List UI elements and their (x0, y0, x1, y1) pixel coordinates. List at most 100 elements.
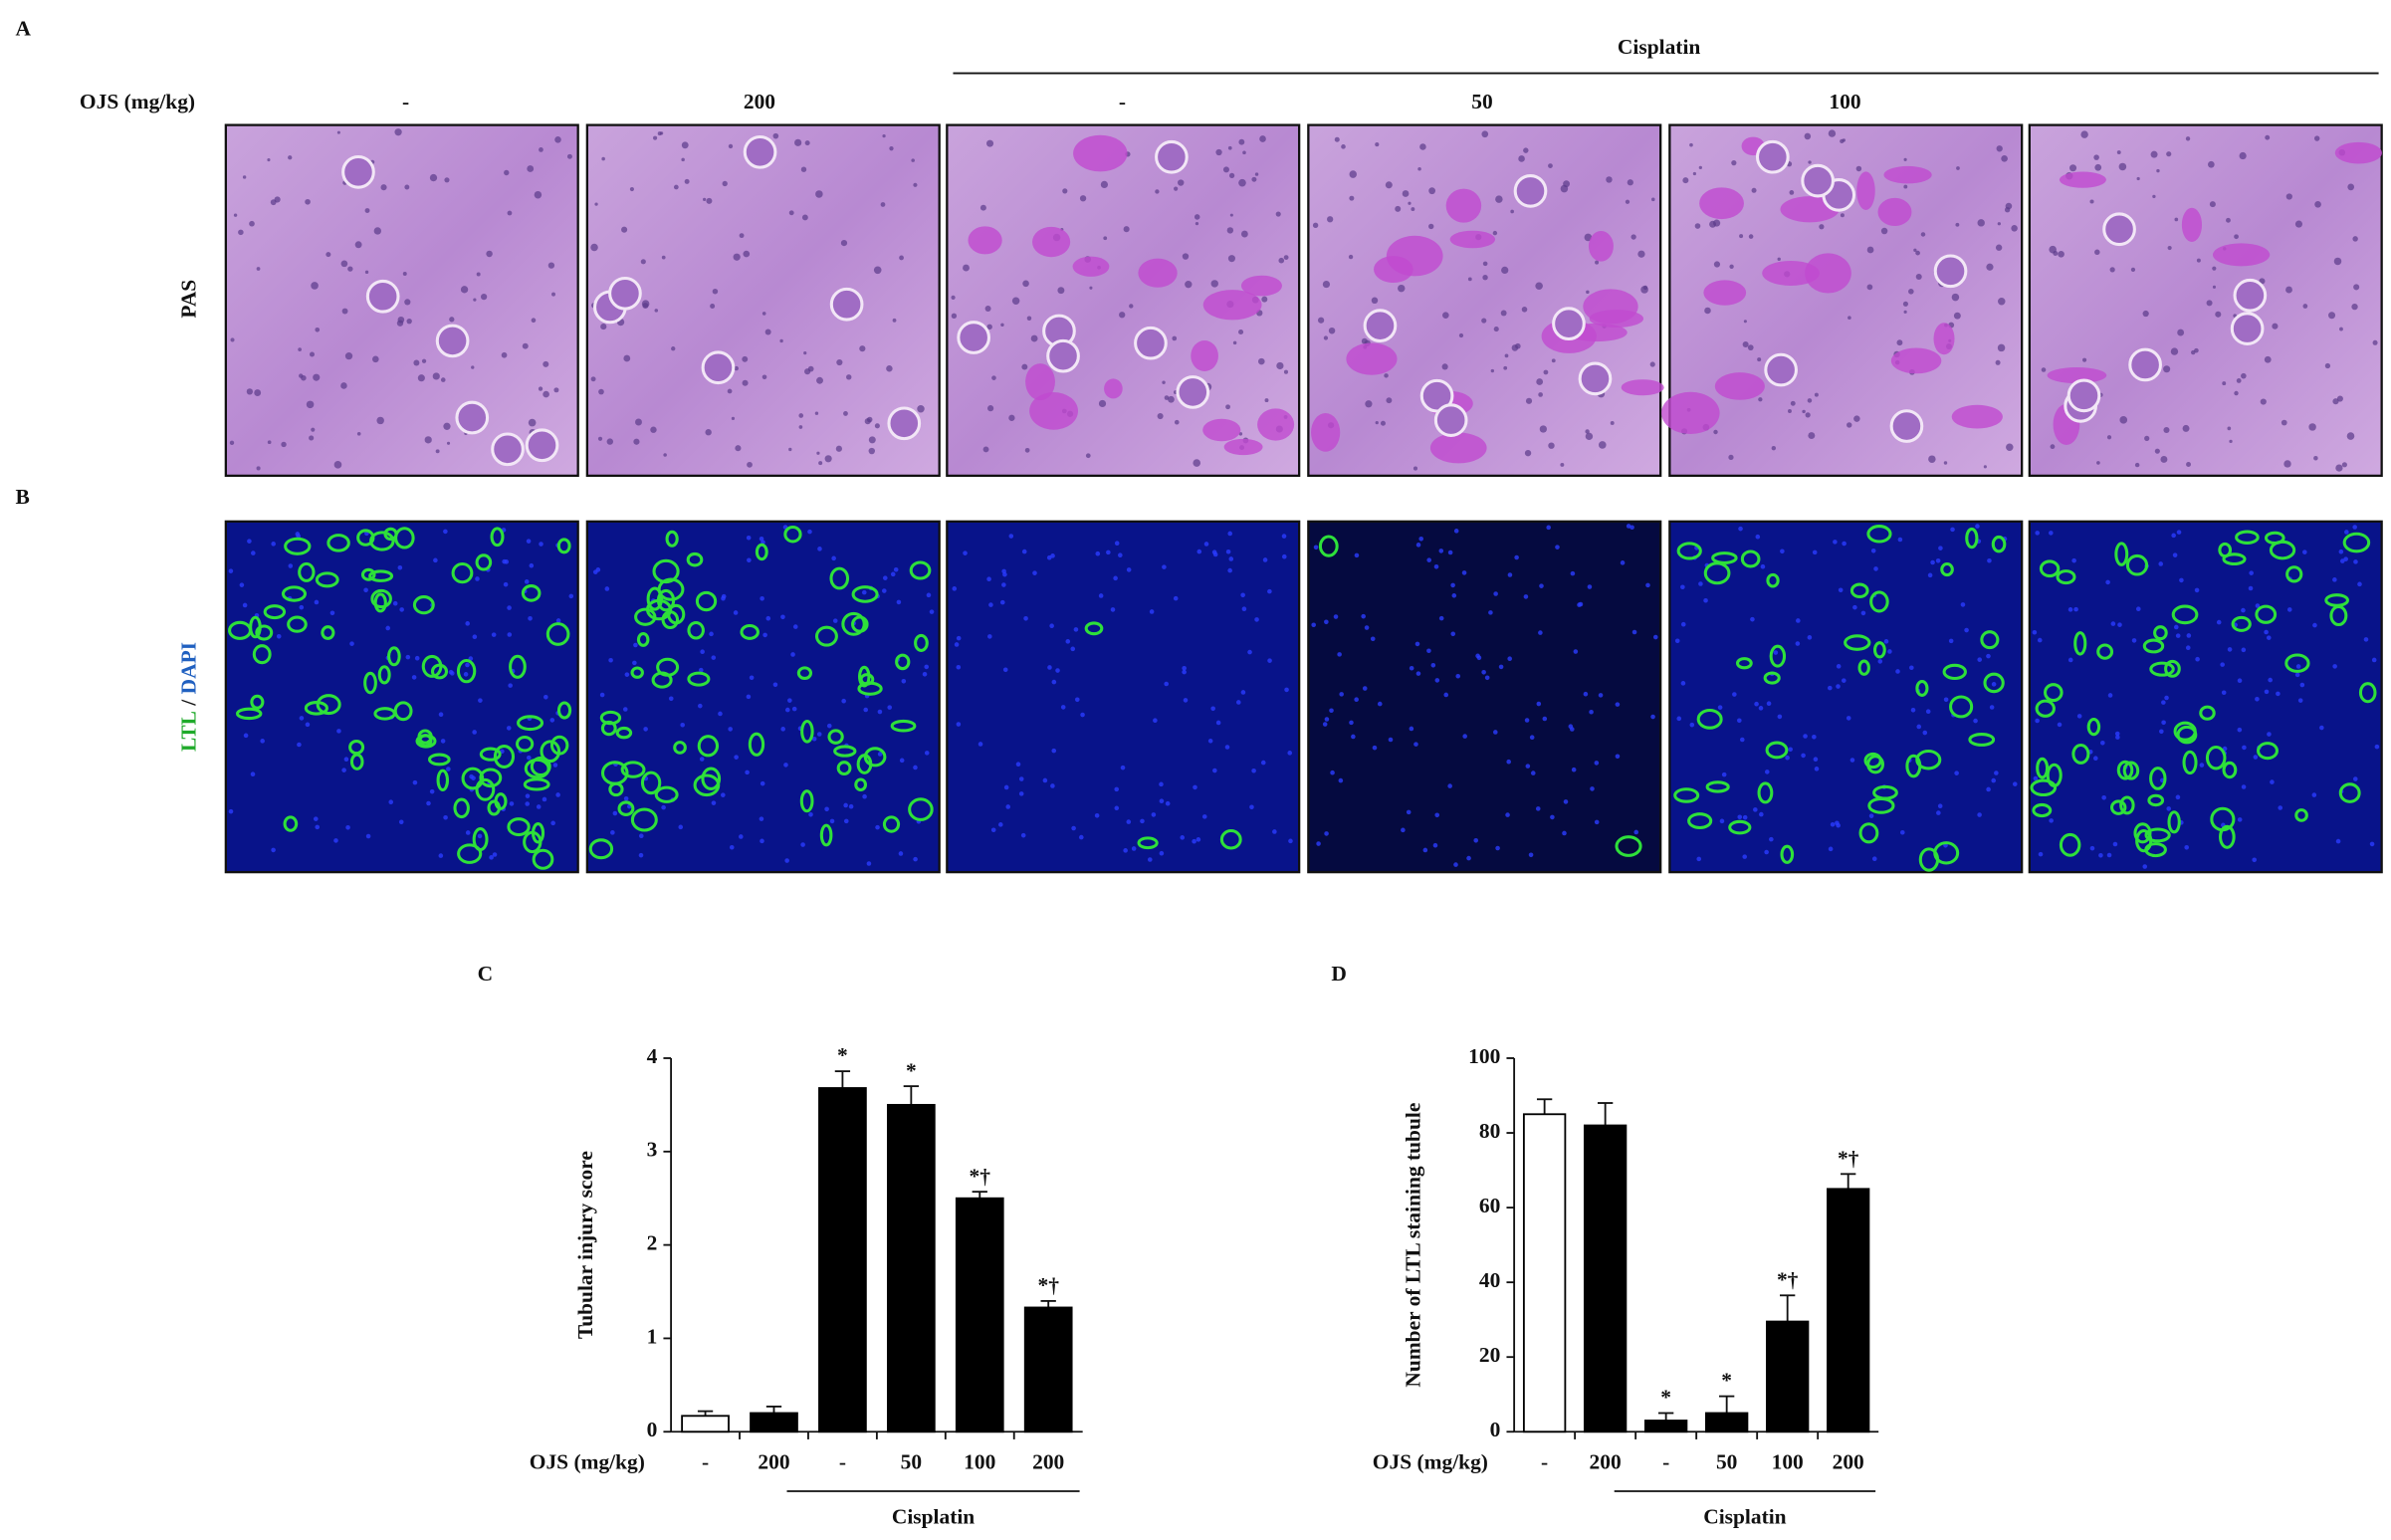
dapi-nucleus (1447, 783, 1452, 788)
nucleus (1847, 422, 1852, 428)
dapi-nucleus (295, 532, 301, 537)
nucleus (2080, 130, 2088, 138)
nucleus (1100, 180, 1109, 188)
x-tick-label: 100 (964, 1449, 995, 1473)
nucleus (1417, 167, 1421, 171)
dapi-nucleus (478, 698, 483, 703)
nucleus (803, 351, 807, 355)
ltl-tubule (800, 719, 814, 744)
dapi-nucleus (1210, 706, 1215, 712)
dapi-nucleus (398, 819, 404, 825)
nucleus (341, 308, 348, 315)
dapi-nucleus (2131, 638, 2137, 643)
cast (1890, 347, 1942, 374)
dapi-nucleus (1626, 524, 1631, 529)
pas-image (224, 123, 579, 478)
x-tick-label: 200 (758, 1449, 789, 1473)
ltl-tubule (326, 534, 350, 552)
dapi-nucleus (1563, 799, 1569, 804)
nucleus (1953, 312, 1961, 320)
nucleus (747, 461, 753, 468)
nucleus (598, 388, 604, 395)
nucleus (1682, 177, 1689, 184)
nucleus (788, 210, 794, 216)
dapi-nucleus (811, 736, 817, 742)
dapi-nucleus (1796, 618, 1801, 623)
glomerulus (2233, 278, 2268, 313)
ltl-tubule (2149, 767, 2167, 790)
nucleus (2001, 154, 2008, 162)
dapi-nucleus (2012, 781, 2018, 786)
dapi-nucleus (1935, 557, 1941, 563)
ltl-tubule (2114, 542, 2129, 566)
fluor-image (2028, 520, 2383, 874)
nucleus (1560, 462, 1565, 467)
dapi-nucleus (1986, 786, 1991, 792)
dapi-nucleus (550, 820, 555, 826)
dapi-nucleus (1114, 805, 1120, 811)
nucleus (1371, 297, 1379, 305)
nucleus (1481, 318, 1487, 324)
ltl-tubule (895, 653, 911, 671)
glomerulus (1046, 338, 1080, 373)
dapi-nucleus (508, 683, 513, 688)
glomerulus (1578, 361, 1613, 396)
nucleus (816, 451, 820, 455)
ltl-tubule (656, 657, 680, 677)
nucleus (1398, 284, 1406, 293)
nucleus (2212, 285, 2217, 289)
nucleus (1637, 250, 1645, 258)
dapi-nucleus (887, 705, 893, 710)
dapi-nucleus (1159, 798, 1165, 804)
dapi-nucleus (2175, 794, 2181, 800)
dapi-nucleus (1507, 572, 1513, 577)
cast (1311, 413, 1341, 452)
dapi-nucleus (999, 599, 1005, 605)
nucleus (764, 329, 771, 335)
dapi-nucleus (729, 844, 735, 850)
dapi-nucleus (1721, 771, 1727, 777)
nucleus (543, 390, 549, 398)
x-group-label: OJS (mg/kg) (1373, 1449, 1488, 1473)
dapi-nucleus (1594, 761, 1600, 766)
y-tick-label: 4 (647, 1044, 658, 1068)
y-axis-label: Tubular injury score (573, 1151, 597, 1339)
nucleus (1258, 357, 1265, 365)
nucleus (824, 455, 832, 463)
nucleus (1174, 186, 1179, 191)
dapi-nucleus (1830, 821, 1836, 827)
dapi-nucleus (2195, 656, 2200, 662)
dapi-nucleus (1098, 593, 1104, 598)
dapi-nucleus (397, 564, 403, 570)
ltl-tubule (383, 527, 398, 542)
dapi-nucleus (1742, 814, 1748, 820)
nucleus (663, 453, 667, 457)
dapi-nucleus (1680, 621, 1686, 627)
dapi-nucleus (2049, 818, 2054, 823)
dapi-nucleus (1498, 664, 1504, 670)
cast (1202, 290, 1262, 321)
dapi-nucleus (1842, 541, 1847, 547)
nucleus (1441, 363, 1448, 370)
ltl-tubule (2324, 593, 2349, 607)
dapi-nucleus (1018, 791, 1024, 796)
dose: 100 (1829, 90, 1860, 113)
glomerulus (435, 324, 470, 358)
dapi-nucleus (1324, 831, 1329, 836)
cast (1703, 280, 1747, 306)
nucleus (2156, 168, 2160, 173)
ltl-tubule (556, 701, 572, 720)
ltl-tubule (472, 827, 489, 852)
dapi-nucleus (1236, 700, 1241, 705)
nucleus (1915, 274, 1922, 281)
nucleus (1085, 453, 1091, 459)
significance: * (906, 1058, 917, 1082)
nucleus (1215, 148, 1222, 156)
ltl-tubule (1942, 663, 1967, 681)
nucleus (1229, 213, 1233, 217)
nucleus (2324, 362, 2331, 369)
nucleus (2160, 455, 2168, 463)
dapi-nucleus (1162, 564, 1167, 569)
cast (1661, 391, 1720, 435)
dapi-nucleus (1073, 627, 1079, 632)
